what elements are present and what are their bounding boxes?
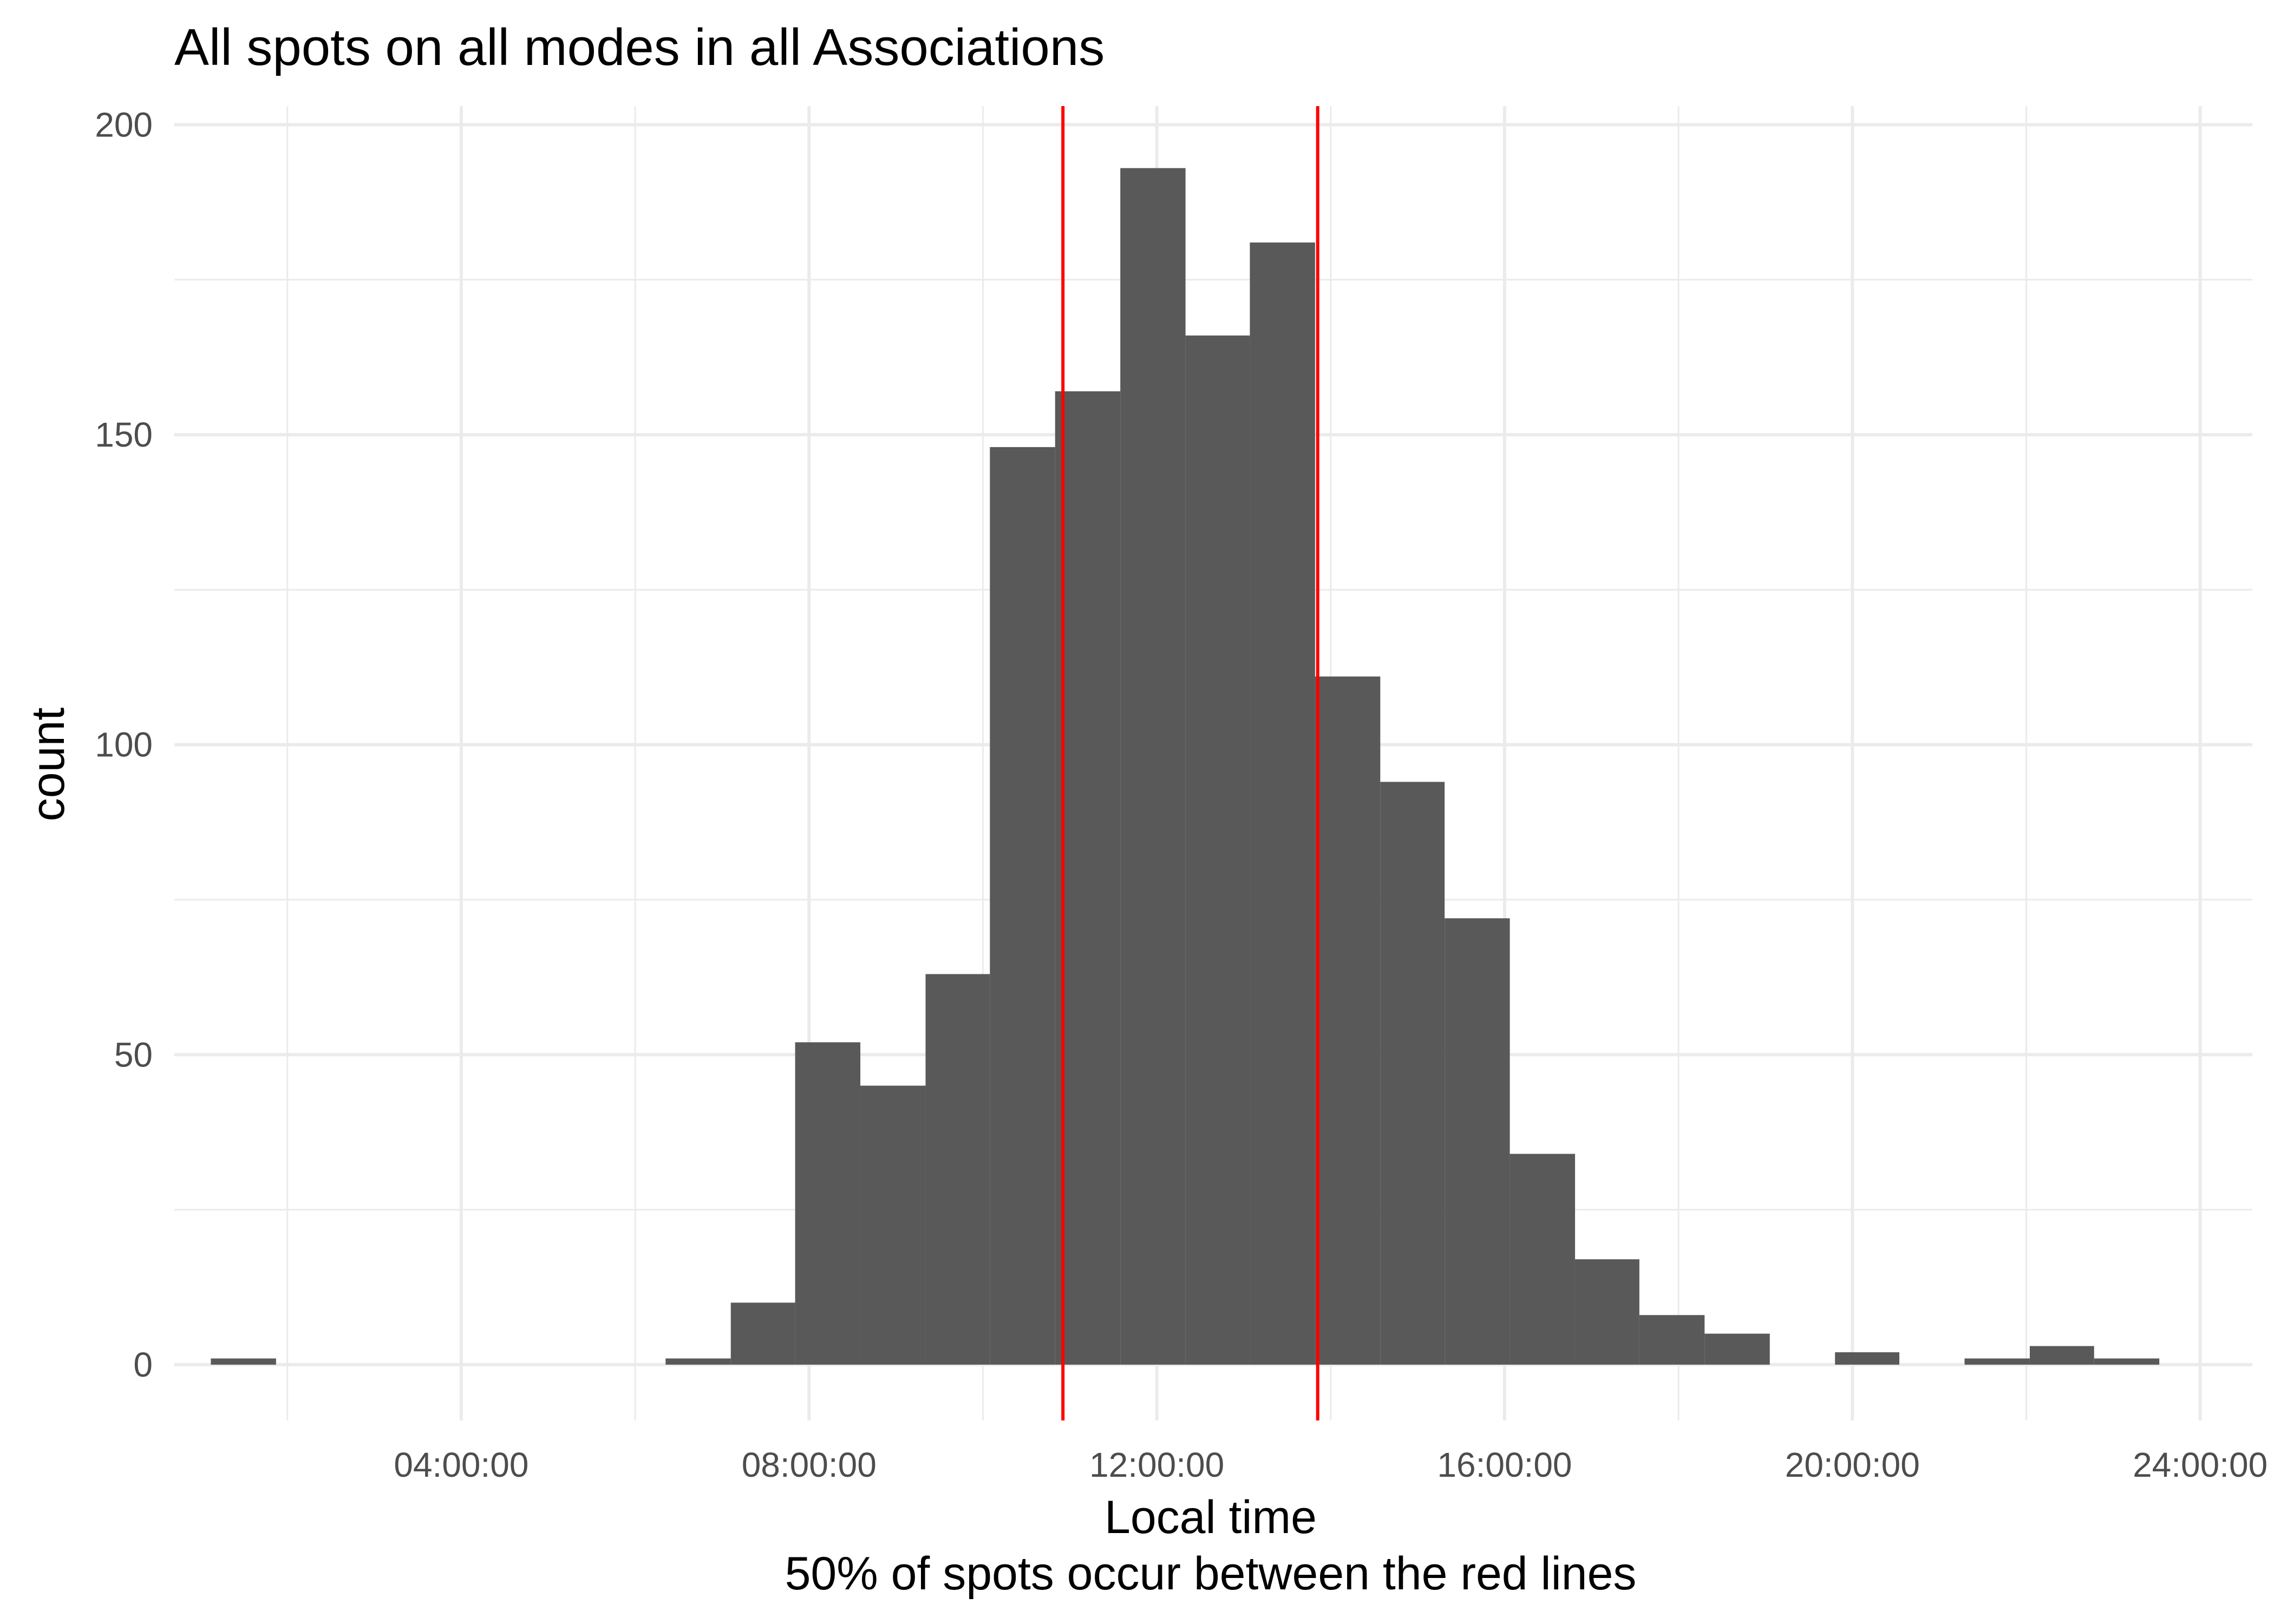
histogram-bar — [1964, 1358, 2030, 1365]
y-tick-label: 0 — [133, 1345, 153, 1384]
y-tick-label: 150 — [95, 415, 153, 454]
x-axis-tick-labels: 04:00:00 08:00:00 12:00:00 16:00:00 20:00:00… — [394, 1445, 2268, 1484]
x-tick-label: 24:00:00 — [2133, 1445, 2268, 1484]
y-tick-label: 100 — [95, 725, 153, 764]
x-axis-subcaption: 50% of spots occur between the red lines — [785, 1548, 1637, 1600]
histogram-bar — [2029, 1346, 2094, 1365]
histogram-bar — [795, 1042, 861, 1365]
histogram-bar — [730, 1302, 795, 1365]
histogram-bar — [1639, 1315, 1705, 1365]
histogram-bar — [1704, 1333, 1770, 1365]
x-tick-label: 20:00:00 — [1785, 1445, 1920, 1484]
histogram-bar — [860, 1085, 926, 1365]
y-tick-label: 50 — [114, 1035, 153, 1074]
histogram-bar — [990, 447, 1055, 1365]
x-tick-label: 12:00:00 — [1089, 1445, 1224, 1484]
x-tick-label: 16:00:00 — [1437, 1445, 1572, 1484]
histogram-bars — [211, 168, 2160, 1365]
x-tick-label: 04:00:00 — [394, 1445, 528, 1484]
histogram-bar — [1445, 918, 1510, 1365]
histogram-bar — [1120, 168, 1186, 1365]
y-axis-title: count — [22, 708, 74, 821]
chart-title: All spots on all modes in all Associatio… — [174, 18, 1105, 76]
x-axis-title: Local time — [1105, 1491, 1317, 1543]
histogram-bar — [1250, 242, 1315, 1365]
histogram-bar — [1055, 391, 1121, 1365]
y-axis-tick-labels: 0 50 100 150 200 — [95, 105, 153, 1384]
histogram-bar — [1510, 1154, 1576, 1365]
histogram-bar — [1575, 1259, 1639, 1365]
histogram-bar — [925, 974, 990, 1365]
histogram-bar — [665, 1358, 731, 1365]
histogram-bar — [1315, 676, 1381, 1365]
histogram-bar — [1185, 335, 1250, 1365]
histogram-bar — [1835, 1352, 1900, 1365]
y-tick-label: 200 — [95, 105, 153, 144]
x-tick-label: 08:00:00 — [742, 1445, 877, 1484]
reference-lines — [1061, 106, 1319, 1420]
histogram-bar — [211, 1358, 276, 1365]
histogram-bar — [2094, 1358, 2160, 1365]
histogram-bar — [1380, 782, 1445, 1365]
